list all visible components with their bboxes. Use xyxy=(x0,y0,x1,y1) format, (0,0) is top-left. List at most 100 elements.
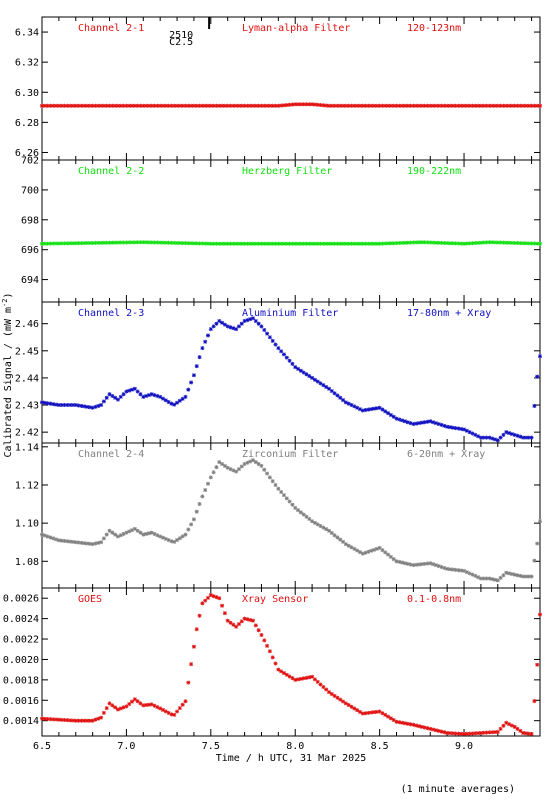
data-point xyxy=(144,103,149,108)
data-point xyxy=(281,671,286,676)
data-point xyxy=(507,240,512,245)
data-point xyxy=(203,598,208,603)
wavelength-band: 120-123nm xyxy=(407,23,461,34)
data-point xyxy=(281,103,286,108)
data-point xyxy=(48,535,53,540)
data-point xyxy=(484,730,489,735)
data-point xyxy=(107,392,112,397)
data-point xyxy=(388,412,393,417)
data-point xyxy=(54,103,59,108)
data-point xyxy=(211,241,216,246)
x-tick-label: 9.0 xyxy=(455,741,473,752)
data-point xyxy=(459,568,464,573)
data-point xyxy=(155,240,160,245)
data-point xyxy=(256,241,261,246)
data-point xyxy=(447,731,452,736)
data-point xyxy=(206,103,210,108)
data-point xyxy=(253,623,258,628)
data-point xyxy=(408,240,413,245)
x-tick-label: 8.0 xyxy=(286,741,304,752)
data-point xyxy=(357,241,362,246)
data-point xyxy=(374,709,379,714)
data-point xyxy=(456,731,461,736)
data-point xyxy=(163,103,168,108)
data-point xyxy=(93,103,98,108)
data-point xyxy=(529,103,534,108)
data-point xyxy=(234,469,239,474)
data-point xyxy=(239,321,244,326)
data-point xyxy=(267,103,272,108)
data-point xyxy=(197,613,202,618)
data-point xyxy=(284,241,289,246)
data-point xyxy=(352,706,357,711)
data-point xyxy=(405,561,410,566)
data-point xyxy=(284,496,289,501)
data-point xyxy=(62,538,67,543)
data-point xyxy=(107,103,112,108)
data-point xyxy=(481,435,486,440)
data-point xyxy=(456,568,461,573)
data-point xyxy=(166,538,171,543)
data-point xyxy=(293,102,298,107)
data-point xyxy=(186,680,191,685)
data-point xyxy=(245,241,250,246)
y-axis-label-superscript: -2 xyxy=(1,299,9,307)
data-point xyxy=(445,103,450,108)
data-point xyxy=(251,316,256,321)
data-point xyxy=(85,404,90,409)
data-point xyxy=(450,241,455,246)
data-point xyxy=(169,401,174,406)
data-point xyxy=(175,709,180,714)
data-point xyxy=(279,103,284,108)
data-point xyxy=(270,338,275,343)
data-point xyxy=(163,398,168,403)
data-point xyxy=(45,103,50,108)
data-point xyxy=(470,241,475,246)
data-point xyxy=(214,103,219,108)
data-point xyxy=(326,528,331,533)
data-point xyxy=(467,241,472,246)
data-point xyxy=(70,103,75,108)
data-point xyxy=(56,538,61,543)
data-point xyxy=(425,103,430,108)
data-point xyxy=(273,103,278,108)
data-point xyxy=(310,519,315,524)
data-point xyxy=(428,561,433,566)
data-point xyxy=(453,731,458,736)
data-point xyxy=(110,103,115,108)
data-point xyxy=(492,577,497,582)
data-point xyxy=(388,554,393,559)
data-series xyxy=(40,316,542,443)
data-point xyxy=(419,562,424,567)
data-point xyxy=(56,403,61,408)
data-point xyxy=(408,722,413,727)
data-point xyxy=(329,389,334,394)
data-point xyxy=(326,103,331,108)
data-point xyxy=(62,718,67,723)
data-point xyxy=(422,420,427,425)
data-point xyxy=(402,240,407,245)
data-point xyxy=(175,103,180,108)
data-point xyxy=(304,102,309,107)
data-point xyxy=(360,711,365,716)
data-point xyxy=(341,699,346,704)
data-point xyxy=(495,578,500,583)
data-point xyxy=(253,318,258,323)
data-point xyxy=(507,431,512,436)
data-point xyxy=(442,423,447,428)
y-tick-label: 702 xyxy=(21,156,39,167)
data-point xyxy=(310,375,315,380)
data-point xyxy=(462,103,467,108)
data-point xyxy=(411,422,416,427)
data-point xyxy=(439,422,444,427)
data-point xyxy=(54,537,59,542)
data-point xyxy=(315,679,320,684)
data-point xyxy=(487,103,492,108)
data-point xyxy=(287,241,292,246)
data-point xyxy=(304,675,309,680)
data-point xyxy=(189,522,194,527)
data-point xyxy=(318,103,323,108)
data-point xyxy=(59,241,64,246)
data-point xyxy=(349,704,354,709)
data-point xyxy=(431,240,436,245)
